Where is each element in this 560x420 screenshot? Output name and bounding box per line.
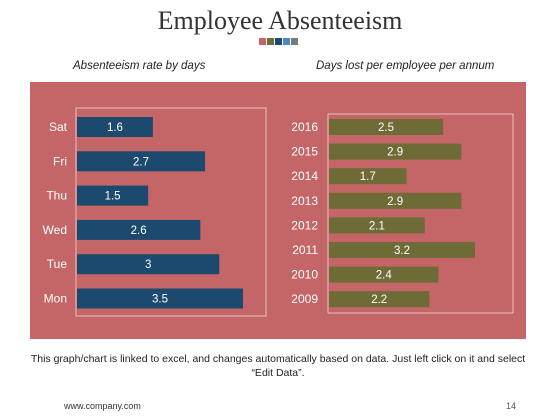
chart-title-absenteeism: Absenteeism rate by days [73,60,206,72]
title-square-1 [267,38,274,45]
value-label-2012: 2.1 [369,220,385,232]
value-label-2013: 2.9 [387,196,403,208]
bar-Sat [77,117,153,137]
bar-2013 [329,192,462,209]
chart-1: 2016 2.5 2015 2.9 2014 1.7 2013 2.9 2012 2.1 2011 3… [291,113,514,314]
bar-Tue [77,254,220,275]
category-label-2015: 2015 [291,145,318,159]
category-label-2011: 2011 [292,243,318,257]
value-label-2011: 3.2 [394,245,410,257]
value-label-Fri: 2.7 [133,156,149,168]
bar-Thu [77,185,149,206]
category-label-Tue: Tue [47,257,68,271]
category-label-2016: 2016 [291,120,318,134]
title-square-3 [283,38,290,45]
bar-Wed [77,219,201,240]
value-label-Sat: 1.6 [107,122,123,134]
title-square-0 [259,38,266,45]
bar-2012 [329,217,425,234]
bar-2010 [329,266,439,283]
category-label-Mon: Mon [44,292,67,306]
category-label-2012: 2012 [291,218,318,232]
category-label-2010: 2010 [291,268,318,282]
title-square-4 [291,38,298,45]
category-label-Fri: Fri [53,154,67,168]
plot-frame-1 [327,113,514,314]
bar-2015 [329,143,462,160]
value-label-2015: 2.9 [387,147,403,159]
chart-title-days-lost: Days lost per employee per annum [316,60,495,72]
bar-2014 [329,168,407,185]
category-label-2014: 2014 [291,169,318,183]
bar-2016 [329,119,444,135]
value-label-Mon: 3.5 [152,294,168,306]
edit-data-note: This graph/chart is linked to excel, and… [30,353,526,379]
bar-Fri [77,151,206,172]
bar-2009 [329,291,430,308]
category-label-Sat: Sat [49,120,68,134]
category-label-2013: 2013 [291,194,318,208]
footer-url: www.company.com [64,401,141,411]
value-label-2016: 2.5 [378,122,394,134]
bar-2011 [329,242,475,258]
value-label-Thu: 1.5 [105,191,121,203]
plot-frame-0 [75,107,267,317]
category-label-2009: 2009 [291,292,318,306]
slide-title: Employee Absenteeism [157,6,403,35]
bar-Mon [77,288,243,309]
value-label-2010: 2.4 [376,270,393,282]
value-label-Wed: 2.6 [131,225,147,237]
value-label-2014: 1.7 [360,171,376,183]
value-label-Tue: 3 [145,259,151,271]
title-color-squares [259,38,298,45]
category-label-Wed: Wed [43,223,67,237]
chart-0: Sat 1.6 Fri 2.7 Thu 1.5 Wed 2.6 Tue 3 Mon 3.5 [43,107,267,317]
category-label-Thu: Thu [46,189,67,203]
value-label-2009: 2.2 [371,294,387,306]
title-square-2 [275,38,282,45]
page-number: 14 [506,401,517,411]
